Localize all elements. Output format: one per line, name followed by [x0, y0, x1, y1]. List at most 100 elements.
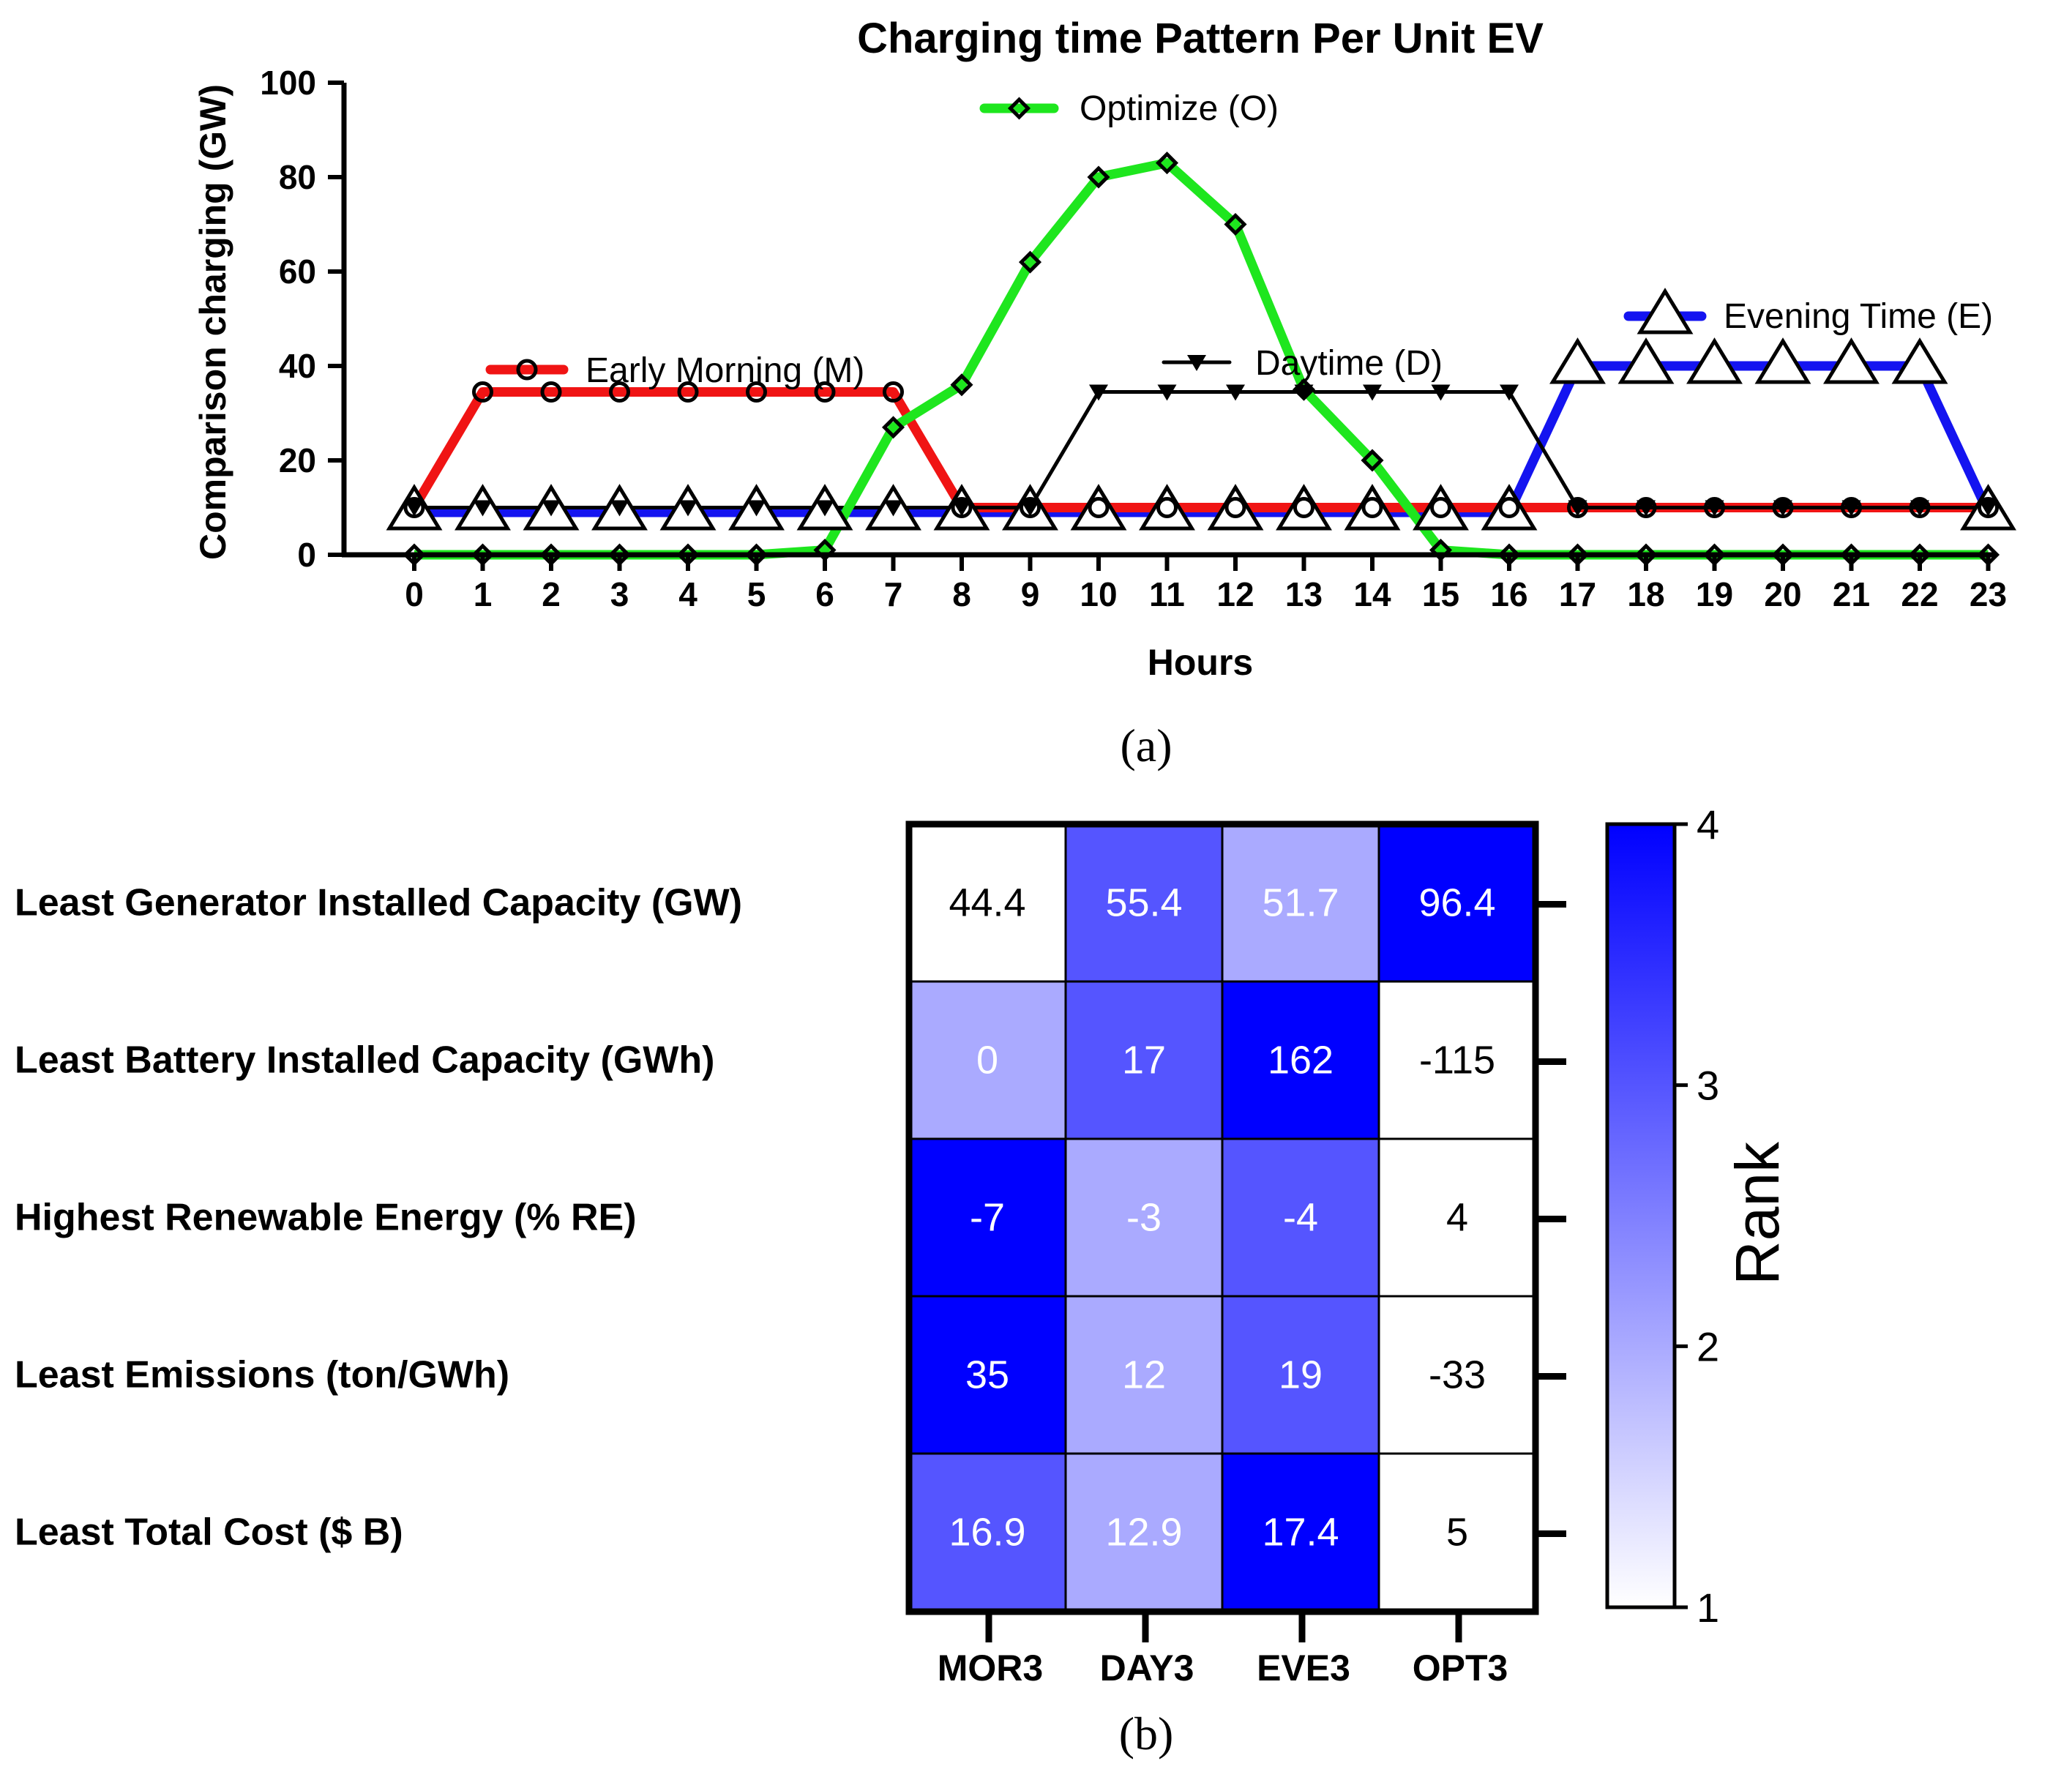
data-point [1361, 449, 1384, 472]
cell-label: 17 [1122, 1039, 1166, 1082]
y-axis-ticks: 0 20 40 60 80 100 [260, 64, 344, 574]
x-tick-label: 1 [474, 575, 493, 613]
column-label: DAY3 [1100, 1648, 1194, 1689]
data-point [1139, 484, 1195, 531]
data-point [678, 500, 697, 517]
heatmap-cell [909, 1296, 1066, 1454]
x-tick-label: 6 [815, 575, 834, 613]
colorbar [1605, 822, 1677, 1609]
data-point [1020, 500, 1040, 517]
row-label: Least Generator Installed Capacity (GW) [15, 882, 742, 924]
data-point [1294, 384, 1314, 401]
data-point [1686, 337, 1743, 384]
data-point [1156, 497, 1178, 518]
x-axis-title: Hours [1148, 642, 1253, 683]
row-label: Least Battery Installed Capacity (GWh) [15, 1039, 714, 1082]
heatmap-cell [909, 1454, 1066, 1611]
cell-label: 12.9 [1105, 1511, 1182, 1555]
data-point [1498, 497, 1520, 518]
data-point [1207, 484, 1264, 531]
x-tick-label: 10 [1080, 575, 1117, 613]
x-tick-label: 21 [1833, 575, 1870, 613]
panel-b-label: (b) [1119, 1708, 1174, 1760]
column-label: EVE3 [1257, 1648, 1350, 1689]
legend-label: Evening Time (E) [1724, 297, 1993, 336]
heatmap-gridlines [909, 824, 1536, 1611]
x-tick-label: 11 [1149, 575, 1185, 613]
row-label: Least Emissions (ton/GWh) [15, 1354, 509, 1396]
data-point [952, 500, 971, 517]
y-tick-label: 60 [279, 253, 316, 291]
data-point [815, 500, 834, 517]
heatmap-cell [1379, 1139, 1536, 1296]
row-labels: Least Generator Installed Capacity (GW) L… [15, 882, 742, 1554]
colorbar-tick-label: 1 [1697, 1585, 1719, 1631]
colorbar-tick-label: 3 [1697, 1063, 1719, 1109]
data-point [1087, 165, 1110, 189]
legend-label: Daytime (D) [1255, 344, 1443, 383]
data-point [1481, 484, 1538, 531]
cell-label: -3 [1126, 1196, 1162, 1240]
legend-label: Optimize (O) [1080, 89, 1279, 128]
cell-label: 162 [1268, 1039, 1334, 1082]
heatmap-cell [1066, 824, 1222, 981]
data-point [516, 359, 538, 381]
x-tick-label: 8 [952, 575, 971, 613]
series-markers [405, 384, 1998, 517]
data-point [881, 416, 905, 439]
data-point [1637, 288, 1694, 334]
data-point [609, 381, 630, 403]
cell-label: -4 [1283, 1196, 1318, 1240]
data-point [1500, 384, 1519, 401]
data-point [1363, 384, 1382, 401]
column-label: MOR3 [938, 1648, 1043, 1689]
x-tick-label: 15 [1422, 575, 1459, 613]
data-point [1754, 337, 1811, 384]
colorbar-tick-label: 2 [1697, 1323, 1719, 1369]
heatmap-cell [1222, 824, 1379, 981]
cell-label: 16.9 [949, 1511, 1025, 1555]
cell-label: 4 [1446, 1196, 1468, 1240]
data-point [1705, 500, 1724, 517]
x-tick-label: 2 [542, 575, 561, 613]
y-tick-label: 100 [260, 64, 316, 102]
cell-label: -7 [970, 1196, 1005, 1240]
x-tick-label: 22 [1901, 575, 1938, 613]
series-markers [386, 337, 2016, 531]
data-point [1823, 337, 1880, 384]
cell-label: 35 [965, 1353, 1009, 1397]
cell-label: 17.4 [1262, 1511, 1339, 1555]
data-point [883, 500, 903, 517]
x-tick-label: 9 [1021, 575, 1040, 613]
cell-label: 44.4 [949, 881, 1025, 925]
x-tick-label: 0 [405, 575, 424, 613]
heatmap-cell [1379, 1454, 1536, 1611]
cell-label: 19 [1279, 1353, 1323, 1397]
legend-item: Evening Time (E) [1623, 288, 1993, 336]
colorbar-ticks: 1 2 3 4 [1675, 801, 1719, 1631]
heatmap-cell [909, 824, 1066, 981]
row-label: Highest Renewable Energy (% RE) [15, 1197, 637, 1239]
data-point [1637, 500, 1656, 517]
cell-label: -115 [1419, 1039, 1495, 1082]
data-point [1088, 497, 1110, 518]
y-tick-label: 40 [279, 347, 316, 385]
data-point [1226, 384, 1245, 401]
data-point [610, 500, 629, 517]
x-tick-label: 4 [678, 575, 697, 613]
data-point [1344, 484, 1401, 531]
column-labels: MOR3 DAY3 EVE3 OPT3 [938, 1648, 1508, 1689]
legend: Early Morning (M) Daytime (D) Evening Time… [485, 89, 1993, 390]
y-tick-label: 80 [279, 158, 316, 196]
heatmap-cell [909, 981, 1066, 1139]
heatmap-cells: 44.4 55.4 51.7 96.4 0 17 162 -115 -7 -3 -4 4 35 12 19 -… [909, 824, 1536, 1611]
data-point [746, 381, 767, 403]
x-tick-label: 3 [610, 575, 629, 613]
data-point [883, 381, 904, 403]
heatmap-cell [909, 1139, 1066, 1296]
data-point [1224, 212, 1247, 236]
x-tick-label: 5 [747, 575, 766, 613]
data-point [1224, 497, 1246, 518]
cell-label: 0 [976, 1039, 998, 1082]
